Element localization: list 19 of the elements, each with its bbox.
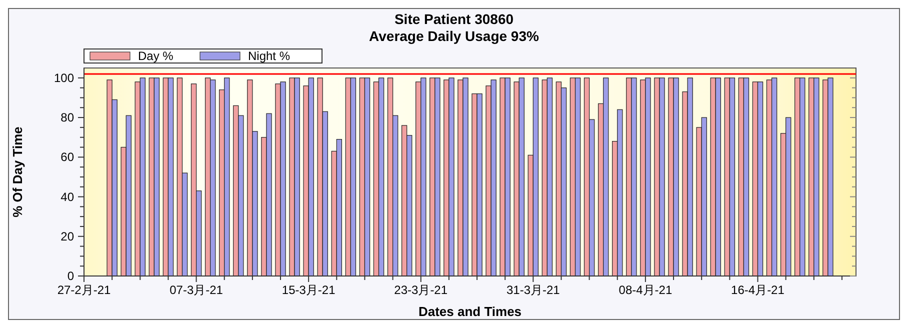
y-tick-label: 60 <box>60 150 74 164</box>
chart-title: Site Patient 30860 <box>394 11 514 27</box>
y-tick-label: 80 <box>60 110 74 125</box>
chart-subtitle: Average Daily Usage 93% <box>369 28 540 44</box>
x-tick-label: 27-2月-21 <box>57 283 111 297</box>
legend-label: Night % <box>248 49 290 63</box>
x-tick-label: 16-4月-21 <box>731 283 785 297</box>
y-tick-label: 20 <box>60 229 74 244</box>
x-tick-label: 15-3月-21 <box>282 283 336 297</box>
series-label: Day % <box>138 49 174 63</box>
x-tick-label: 23-3月-21 <box>394 283 448 297</box>
y-tick-label: 100 <box>54 70 74 85</box>
x-tick-label: 08-4月-21 <box>618 283 672 297</box>
y-tick-label: 0 <box>67 269 74 283</box>
x-axis-title: Dates and Times <box>418 304 522 319</box>
x-tick-label: 07-3月-21 <box>170 283 224 297</box>
x-tick-label: 31-3月-21 <box>506 283 560 297</box>
y-axis-title: % Of Day Time <box>10 126 25 218</box>
y-tick-label: 40 <box>60 190 74 204</box>
